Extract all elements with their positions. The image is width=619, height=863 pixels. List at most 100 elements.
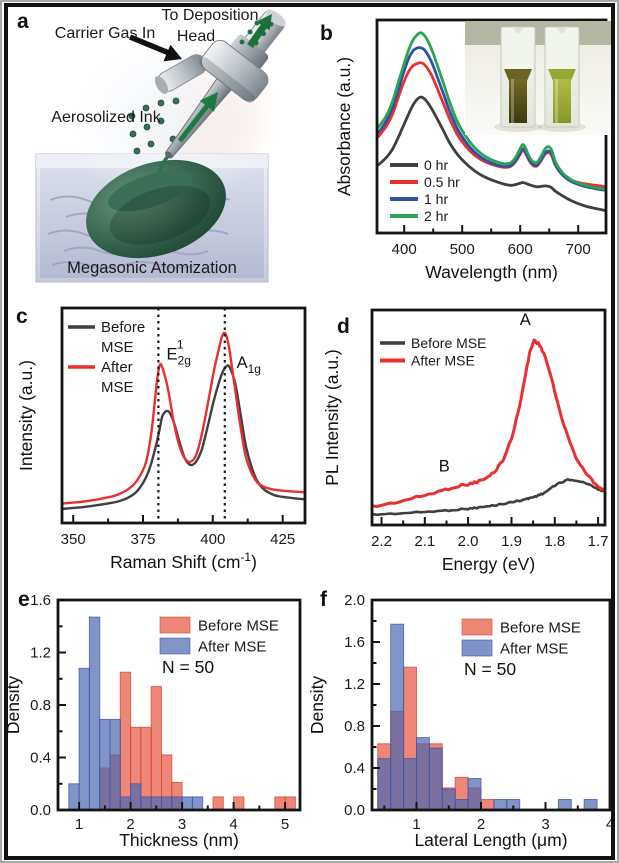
legend-swatch: [461, 618, 493, 636]
tick-labels: 350 375 400 425: [61, 531, 296, 548]
svg-text:0.8: 0.8: [30, 697, 51, 714]
svg-text:1.8: 1.8: [544, 533, 565, 550]
series-Before MSE: [372, 478, 605, 517]
svg-text:2: 2: [477, 816, 485, 833]
svg-text:0.4: 0.4: [30, 750, 51, 767]
series-2 hr: [377, 31, 606, 191]
svg-text:1.2: 1.2: [344, 676, 365, 693]
svg-text:1.9: 1.9: [501, 533, 522, 550]
series-After MSE: [68, 616, 204, 811]
y-axis-label: Density: [308, 676, 327, 735]
legend-label: Before MSE: [198, 618, 279, 635]
svg-text:5: 5: [281, 816, 289, 833]
legend-label: After: [101, 359, 133, 376]
legend-label: After MSE: [411, 353, 475, 369]
svg-text:600: 600: [508, 241, 533, 258]
axis-ticks: [72, 515, 284, 523]
series-Before MSE: [99, 671, 296, 811]
panel-f: 1 2 3 4 0.0 0.4 0.8 1.2 1.6 2.0 Lateral Length (μm…: [308, 578, 613, 855]
svg-text:2.2: 2.2: [371, 533, 392, 550]
cuvette-dark: [494, 26, 542, 132]
svg-text:400: 400: [392, 241, 417, 258]
panel-a-text: Carrier Gas In To Deposition Head Aeroso…: [51, 7, 258, 277]
svg-text:500: 500: [450, 241, 475, 258]
axis-box: [370, 308, 607, 527]
svg-text:1.6: 1.6: [344, 634, 365, 651]
svg-text:1: 1: [75, 816, 83, 833]
panel-e: 1 2 3 4 5 0.0 0.4 0.8 1.2 1.6 Thickness (nm) Densit…: [6, 578, 308, 855]
panel-label-b: b: [320, 22, 333, 45]
plot-area: [377, 31, 606, 212]
axis-ticks: [372, 599, 611, 811]
raman-chart: 350 375 400 425 Raman Shift (cm-1) Intensity …: [16, 306, 307, 572]
svg-text:1: 1: [412, 816, 420, 833]
x-axis-label: Lateral Length (μm): [414, 830, 567, 850]
panel-label-c: c: [16, 305, 28, 328]
legend-label: Before: [101, 319, 145, 336]
svg-text:4: 4: [229, 816, 237, 833]
x-axis-label: Energy (eV): [442, 554, 535, 574]
legend-label: MSE: [101, 379, 134, 396]
plot-area: [372, 338, 605, 517]
legend-label: 0.5 hr: [424, 174, 460, 190]
x-axis-label: Thickness (nm): [119, 830, 239, 850]
tick-labels: 2.2 2.1 2.0 1.9 1.8 1.7: [371, 533, 608, 550]
cuvette-light: [538, 26, 586, 132]
panel-b: 400 500 600 700 Wavelength (nm) Absorbance (a…: [308, 4, 613, 288]
pl-chart: 2.2 2.1 2.0 1.9 1.8 1.7 Energy (eV) PL Intensit…: [322, 308, 609, 574]
cuvette-photo-inset: [465, 21, 611, 135]
svg-text:0.4: 0.4: [344, 760, 365, 777]
y-axis-label: PL Intensity (a.u.): [322, 349, 342, 486]
aerosolized-ink-label: Aerosolized Ink: [51, 109, 161, 126]
svg-text:350: 350: [61, 531, 86, 548]
x-axis-label: Raman Shift (cm-1): [110, 550, 257, 572]
panel-d: 2.2 2.1 2.0 1.9 1.8 1.7 Energy (eV) PL Intensit…: [308, 288, 613, 578]
svg-text:1.2: 1.2: [30, 645, 51, 662]
svg-text:4: 4: [606, 816, 613, 833]
sample-size-label: N = 50: [464, 659, 516, 679]
legend: 0 hr0.5 hr1 hr2 hr: [390, 157, 460, 224]
legend: Before MSE After MSE: [380, 335, 486, 369]
svg-text:400: 400: [200, 531, 225, 548]
svg-text:3: 3: [541, 816, 549, 833]
legend-label: After MSE: [198, 639, 266, 656]
annotation-B: B: [439, 457, 450, 475]
panel-c: 350 375 400 425 Raman Shift (cm-1) Intensity …: [6, 288, 308, 578]
carrier-gas-label: Carrier Gas In: [55, 25, 155, 42]
axis-ticks: [58, 599, 287, 811]
svg-text:1.7: 1.7: [588, 533, 609, 550]
transducer-dome: [86, 159, 226, 259]
sample-size-label: N = 50: [162, 657, 214, 677]
panel-a: Carrier Gas In To Deposition Head Aeroso…: [6, 4, 308, 288]
droplet-particles: [128, 97, 196, 155]
annotation-A: A1g: [237, 354, 261, 376]
legend-label: 0 hr: [424, 157, 448, 173]
atomizer-illustration: Carrier Gas In To Deposition Head Aeroso…: [35, 7, 302, 283]
carrier-gas-arrow: [128, 34, 182, 62]
ink-flow-arrow: [177, 103, 211, 143]
panel-label-f: f: [320, 588, 327, 611]
legend-label: 2 hr: [424, 208, 448, 224]
y-axis-label: Intensity (a.u.): [16, 360, 36, 471]
lateral-length-histogram: 1 2 3 4 0.0 0.4 0.8 1.2 1.6 2.0 Lateral Length (μm…: [308, 592, 613, 850]
x-axis-label: Wavelength (nm): [425, 262, 558, 282]
tick-labels: 1 2 3 4 0.0 0.4 0.8 1.2 1.6 2.0: [344, 592, 613, 833]
svg-text:425: 425: [270, 531, 295, 548]
svg-text:700: 700: [566, 241, 591, 258]
series-Before MSE: [62, 364, 305, 511]
legend-label: Before MSE: [411, 335, 486, 351]
svg-text:0.8: 0.8: [344, 718, 365, 735]
panel-label-d: d: [337, 315, 350, 338]
megasonic-label: Megasonic Atomization: [67, 259, 237, 277]
tick-labels: 400 500 600 700: [392, 241, 591, 258]
series-0 hr: [377, 95, 606, 212]
svg-text:2.1: 2.1: [414, 533, 435, 550]
legend-label: After MSE: [500, 641, 568, 658]
svg-text:3: 3: [178, 816, 186, 833]
legend-swatch: [159, 637, 191, 655]
legend-label: 1 hr: [424, 191, 448, 207]
exit-flow: [239, 14, 272, 49]
